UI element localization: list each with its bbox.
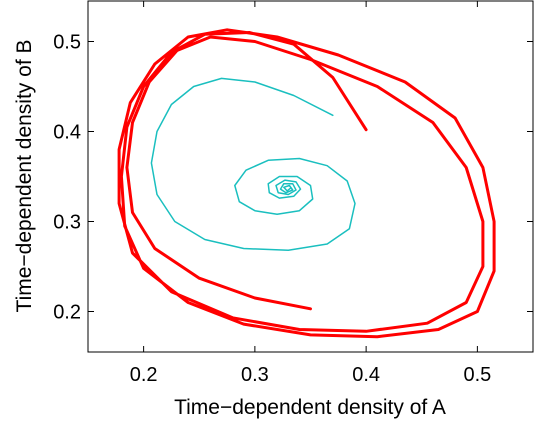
x-tick-label: 0.4	[352, 364, 380, 386]
x-ticks: 0.2 0.3 0.4 0.5	[130, 1, 491, 386]
plot-frame	[87, 0, 534, 353]
x-tick-label: 0.5	[463, 364, 491, 386]
x-axis-label: Time−dependent density of A	[174, 396, 446, 419]
y-axis-label: Time−dependent density of B	[13, 40, 36, 313]
x-tick-label: 0.3	[241, 364, 269, 386]
series-line-1	[117, 28, 496, 339]
y-ticks: 0.2 0.3 0.4 0.5	[53, 32, 533, 324]
y-tick-label: 0.3	[53, 212, 81, 234]
series-layer	[117, 28, 496, 339]
y-tick-label: 0.4	[53, 122, 81, 144]
y-tick-label: 0.5	[53, 32, 81, 54]
x-tick-label: 0.2	[130, 364, 158, 386]
series-line-2	[150, 77, 356, 252]
y-tick-label: 0.2	[53, 302, 81, 324]
